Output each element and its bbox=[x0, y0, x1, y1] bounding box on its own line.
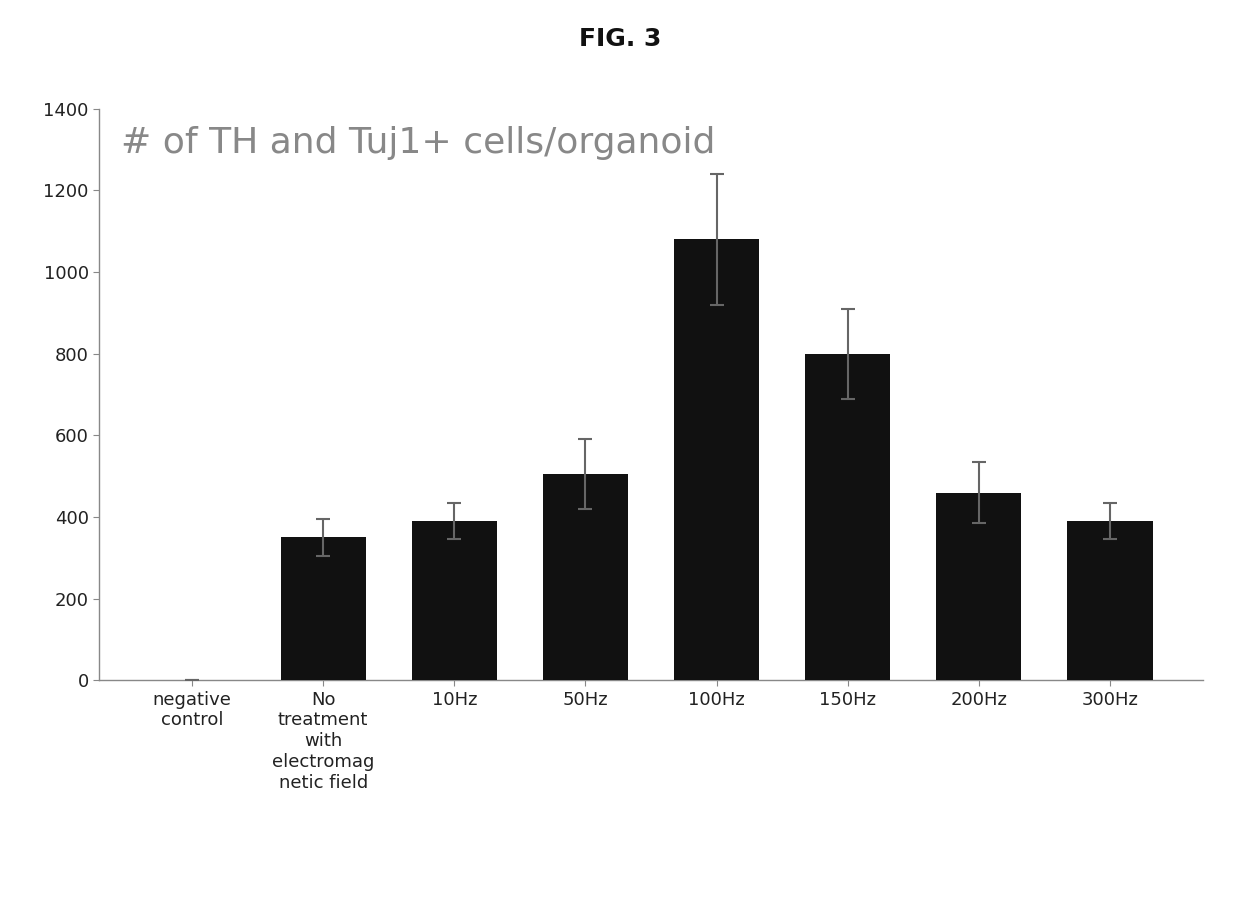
Bar bbox=[412, 521, 497, 680]
Bar bbox=[543, 474, 627, 680]
Text: # of TH and Tuj1+ cells/organoid: # of TH and Tuj1+ cells/organoid bbox=[122, 126, 715, 160]
Bar bbox=[936, 493, 1022, 680]
Bar bbox=[280, 537, 366, 680]
Bar bbox=[675, 239, 759, 680]
Bar bbox=[1068, 521, 1153, 680]
Bar bbox=[805, 354, 890, 680]
Text: FIG. 3: FIG. 3 bbox=[579, 27, 661, 51]
